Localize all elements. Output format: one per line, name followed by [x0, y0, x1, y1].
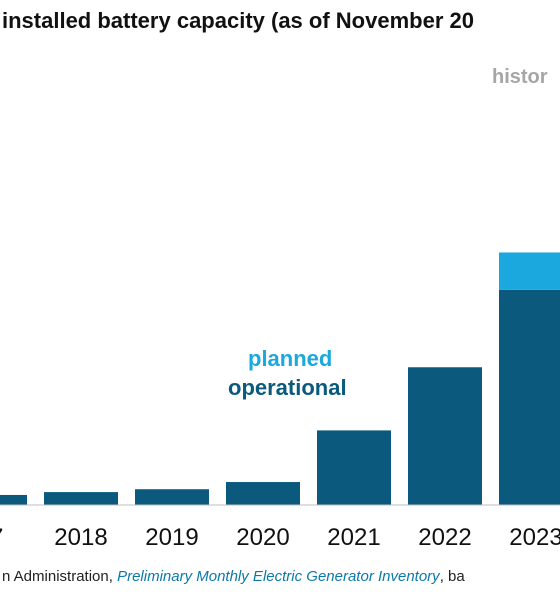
- source-prefix: n Administration,: [2, 568, 118, 585]
- legend-planned: planned: [248, 346, 333, 371]
- x-tick-label: 2019: [145, 524, 198, 551]
- bar-operational-17: [0, 494, 27, 505]
- bar-operational-2022: [408, 367, 482, 505]
- bar-operational-2020: [226, 482, 300, 505]
- x-tick-label: 2020: [236, 524, 289, 551]
- bar-chart: 17 2018 2019 2020 2021 2022 2023: [0, 252, 560, 551]
- x-tick-label: 2018: [54, 524, 107, 551]
- bar-operational-2023: [499, 289, 560, 505]
- legend-operational: operational: [228, 375, 347, 400]
- bar-planned-2023: [499, 252, 560, 290]
- source-title: Preliminary Monthly Electric Generator I…: [117, 568, 440, 585]
- chart-title: installed battery capacity (as of Novemb…: [2, 8, 474, 33]
- source-note: n Administration, Preliminary Monthly El…: [2, 568, 465, 585]
- bar-operational-2018: [44, 492, 118, 505]
- bar-operational-2019: [135, 489, 209, 505]
- bar-operational-2021: [317, 430, 391, 505]
- x-tick-label: 2023: [509, 524, 560, 551]
- source-suffix: , ba: [439, 568, 465, 585]
- bars-group: [0, 252, 560, 505]
- historical-label: histor: [492, 66, 548, 88]
- x-tick-label: 2021: [327, 524, 380, 551]
- x-tick-labels: 17 2018 2019 2020 2021 2022 2023: [0, 524, 560, 551]
- x-tick-label: 2022: [418, 524, 471, 551]
- x-tick-label: 17: [0, 524, 3, 551]
